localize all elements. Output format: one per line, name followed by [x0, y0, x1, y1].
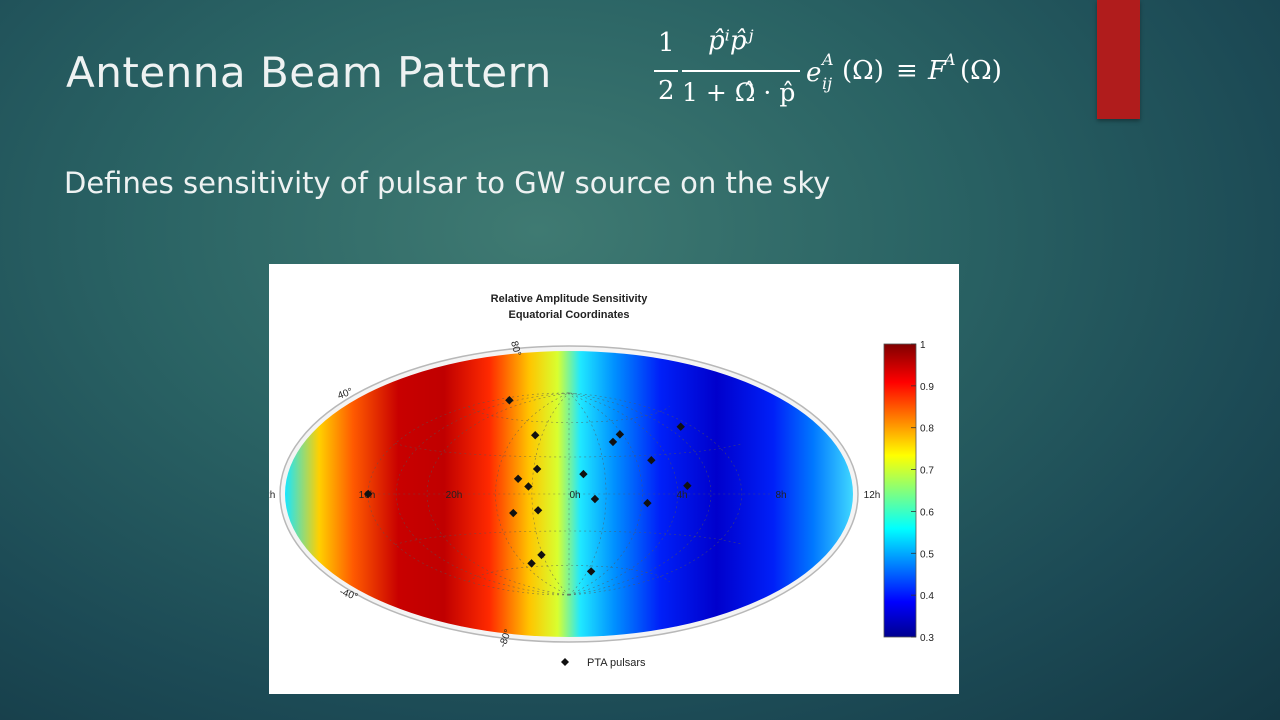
- tensor-subscript: ij: [822, 74, 833, 93]
- grid-meridian: [568, 392, 743, 596]
- ra-tick-label: 8h: [775, 490, 786, 501]
- tensor-argument: (Ω): [842, 56, 884, 86]
- grid-parallel: [468, 406, 670, 423]
- pulsar-marker: [363, 489, 373, 499]
- grid-meridian: [426, 392, 570, 596]
- tensor-superscript: A: [822, 50, 834, 69]
- grid-meridian: [568, 392, 643, 596]
- colorbar-tick-label: 0.8: [920, 424, 934, 435]
- colorbar-tick-label: 1: [920, 340, 926, 351]
- ra-tick-label: 12h: [269, 490, 275, 501]
- colorbar-tick-label: 0.9: [920, 382, 934, 393]
- slide-subtitle: Defines sensitivity of pulsar to GW sour…: [64, 166, 831, 200]
- colorbar-ticks: 1 0.9 0.8 0.7 0.6 0.5 0.4 0.3: [911, 340, 934, 644]
- ra-tick-label: 20h: [446, 490, 463, 501]
- grid-meridian: [531, 392, 570, 596]
- dec-tick-label: 40°: [336, 386, 354, 402]
- colorbar-tick-label: 0.6: [920, 507, 934, 518]
- dec-tick-label: 80°: [508, 340, 523, 357]
- frac2-numerator: p̂ⁱp̂ʲ: [708, 26, 754, 56]
- legend-marker: [561, 658, 569, 666]
- pulsar-marker: [676, 422, 685, 431]
- graticule: [367, 392, 770, 596]
- pulsar-marker: [524, 482, 533, 491]
- grid-meridian: [395, 392, 570, 596]
- frac1-line: [654, 70, 678, 72]
- pulsar-marker: [683, 481, 692, 490]
- equivalence-symbol: ≡: [896, 56, 918, 86]
- pulsar-marker: [643, 498, 652, 508]
- colorbar: [883, 343, 917, 638]
- frac2-line: [682, 70, 800, 72]
- frac1-numerator: 1: [658, 28, 675, 58]
- slide-title: Antenna Beam Pattern: [66, 48, 552, 97]
- rhs-argument: (Ω): [960, 56, 1002, 86]
- tensor-symbol: e: [806, 58, 822, 88]
- accent-bar: [1097, 0, 1140, 119]
- grid-parallel: [395, 443, 743, 458]
- frac1-denominator: 2: [658, 76, 675, 106]
- grid-meridian: [367, 392, 570, 596]
- pulsar-marker: [647, 456, 656, 465]
- grid-meridian: [495, 392, 570, 596]
- sky-sensitivity-chart: Relative Amplitude Sensitivity Equatoria…: [269, 264, 959, 694]
- ra-tick-label: 4h: [676, 490, 687, 501]
- pulsar-marker: [505, 396, 514, 405]
- grid-meridian: [568, 392, 679, 596]
- ra-tick-label: 0h: [569, 490, 580, 501]
- beam-pattern-formula: 1 2 p̂ⁱp̂ʲ 1 + Ω̂ · p̂ e A ij (Ω) ≡ F A …: [650, 26, 1050, 124]
- frac2-denominator: 1 + Ω̂ · p̂: [682, 78, 796, 107]
- rhs-symbol: F: [928, 56, 947, 86]
- colorbar-tick-label: 0.3: [920, 633, 934, 644]
- chart-title: Relative Amplitude Sensitivity: [491, 293, 649, 305]
- colorbar-tick-label: 0.7: [920, 466, 934, 477]
- pulsar-marker: [532, 464, 542, 474]
- colorbar-tick-label: 0.5: [920, 549, 934, 560]
- pulsar-marker: [527, 559, 536, 568]
- colorbar-tick-label: 0.4: [920, 591, 934, 602]
- rhs-superscript: A: [944, 50, 956, 69]
- grid-meridian: [568, 392, 607, 596]
- chart-subtitle: Equatorial Coordinates: [508, 309, 629, 321]
- grid-meridian: [568, 392, 712, 596]
- ra-tick-label: 12h: [864, 490, 881, 501]
- legend-label: PTA pulsars: [587, 657, 646, 669]
- chart-svg: Relative Amplitude Sensitivity Equatoria…: [269, 293, 934, 669]
